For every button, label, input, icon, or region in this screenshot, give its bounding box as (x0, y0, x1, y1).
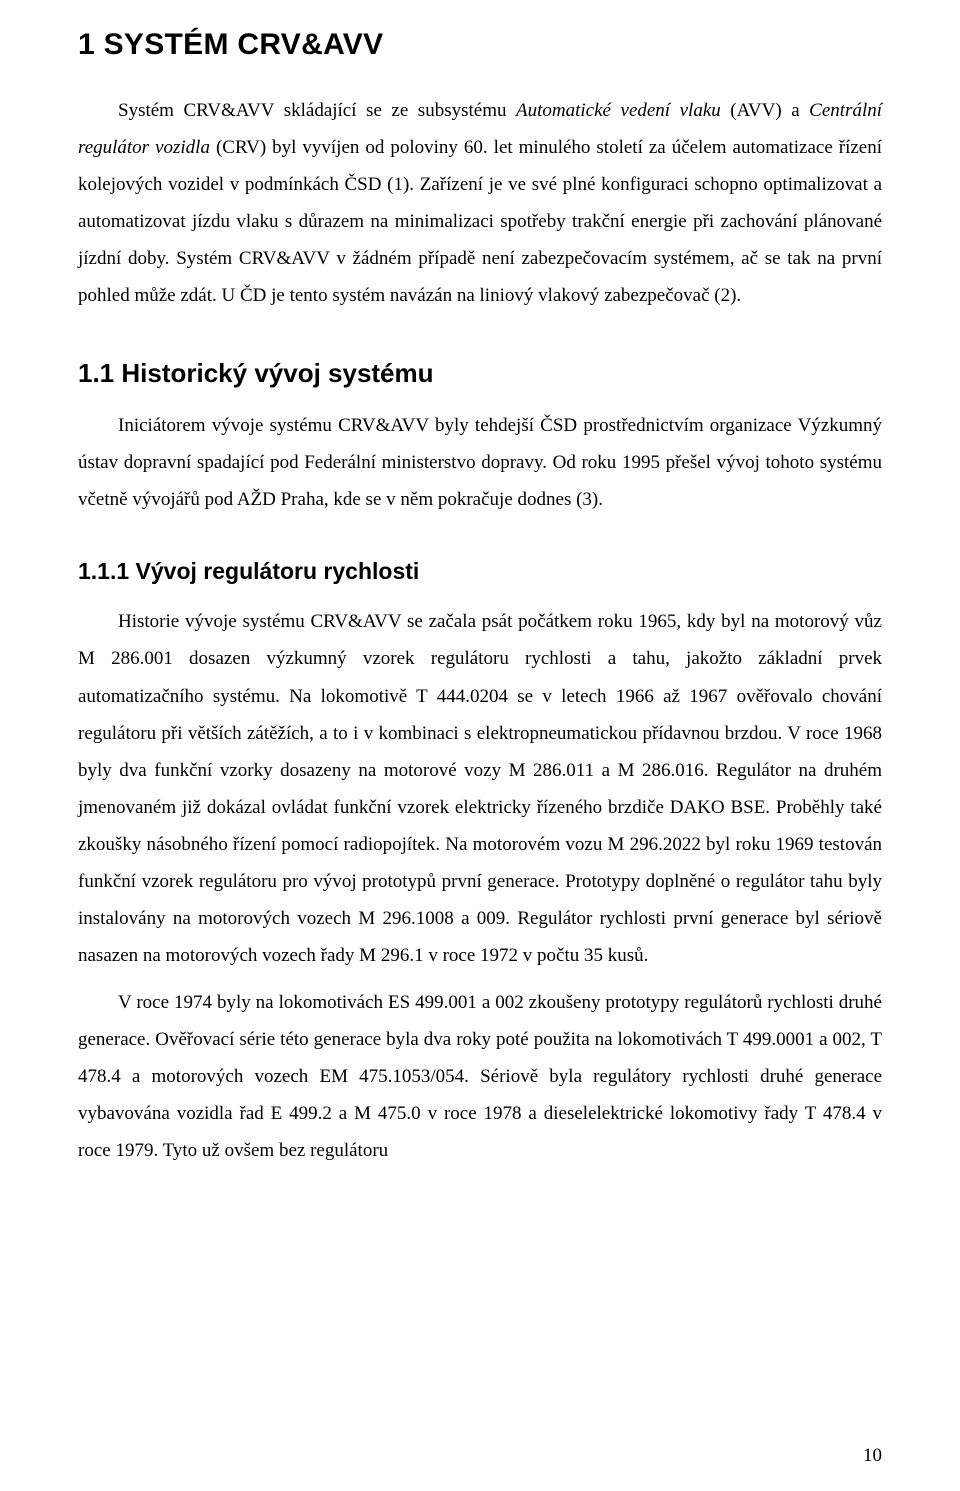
page-number: 10 (863, 1445, 882, 1467)
heading-1: 1 SYSTÉM CRV&AVV (78, 28, 882, 62)
text-span: (CRV) byl vyvíjen od poloviny 60. let mi… (78, 137, 882, 306)
text-span: (AVV) a (721, 100, 809, 121)
paragraph-regulator-history: Historie vývoje systému CRV&AVV se začal… (78, 603, 882, 973)
text-span: Systém CRV&AVV skládající se ze subsysté… (118, 100, 516, 121)
document-page: 1 SYSTÉM CRV&AVV Systém CRV&AVV skládají… (0, 0, 960, 1491)
paragraph-intro: Systém CRV&AVV skládající se ze subsysté… (78, 92, 882, 314)
heading-2: 1.1 Historický vývoj systému (78, 358, 882, 389)
paragraph-regulator-gen2: V roce 1974 byly na lokomotivách ES 499.… (78, 984, 882, 1169)
heading-3: 1.1.1 Vývoj regulátoru rychlosti (78, 558, 882, 585)
italic-term-avv: Automatické vedení vlaku (516, 100, 721, 121)
paragraph-history-intro: Iniciátorem vývoje systému CRV&AVV byly … (78, 407, 882, 518)
